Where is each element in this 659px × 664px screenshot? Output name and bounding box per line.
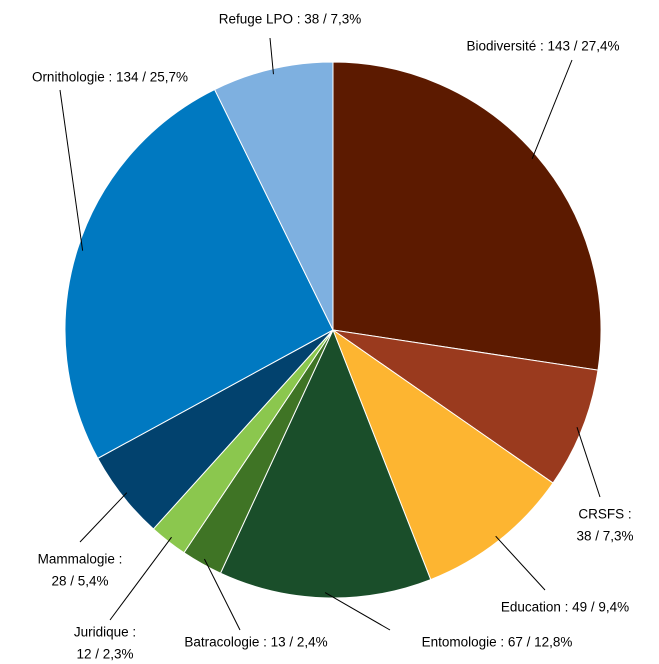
slice-label: Juridique : [74,625,136,640]
leader-line [576,427,601,498]
slice-label: Mammalogie : [38,552,123,567]
slice-label: Education : 49 / 9,4% [501,600,629,615]
leader-line [324,592,391,631]
pie-slice [332,61,602,371]
leader-line [79,492,128,543]
pie-slice [213,61,334,331]
slice-label: 28 / 5,4% [51,574,108,589]
leader-line [109,536,172,621]
slice-label: Ornithologie : 134 / 25,7% [32,70,188,85]
pie-slice [64,88,334,460]
leader-line [269,37,274,75]
leader-line [531,59,573,159]
slice-label: Batracologie : 13 / 2,4% [184,635,327,650]
slice-label: 12 / 2,3% [76,647,133,662]
leader-line [495,535,546,591]
leader-line [59,89,84,251]
pie-slice [219,328,432,599]
slice-label: CRSFS : [578,507,631,522]
slice-label: Biodiversité : 143 / 27,4% [466,39,619,54]
pie-slice [332,329,599,484]
slice-label: Entomologie : 67 / 12,8% [422,635,573,650]
slice-label: 38 / 7,3% [576,529,633,544]
leader-line [203,558,241,631]
slice-label: Refuge LPO : 38 / 7,3% [219,12,362,27]
